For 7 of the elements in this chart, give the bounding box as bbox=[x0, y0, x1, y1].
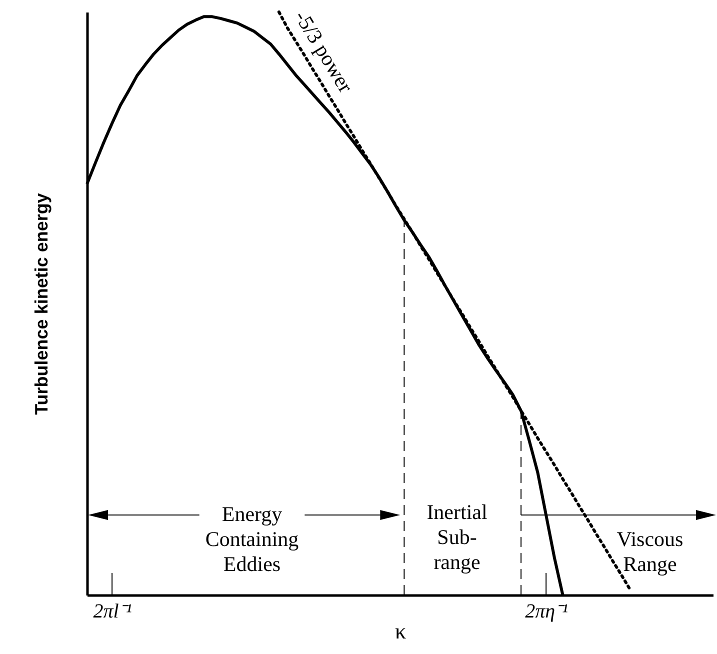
annotation: Viscous Range bbox=[616, 527, 684, 576]
x-tick-label: 2πη⁻¹ bbox=[525, 600, 568, 622]
annotation: Energy Containing Eddies bbox=[205, 502, 300, 576]
annotation: Inertial Sub- range bbox=[426, 500, 488, 574]
x-axis-title: κ bbox=[394, 618, 406, 644]
y-axis-title: Turbulence kinetic energy bbox=[32, 193, 52, 415]
x-tick-label: 2πl⁻¹ bbox=[93, 600, 132, 622]
